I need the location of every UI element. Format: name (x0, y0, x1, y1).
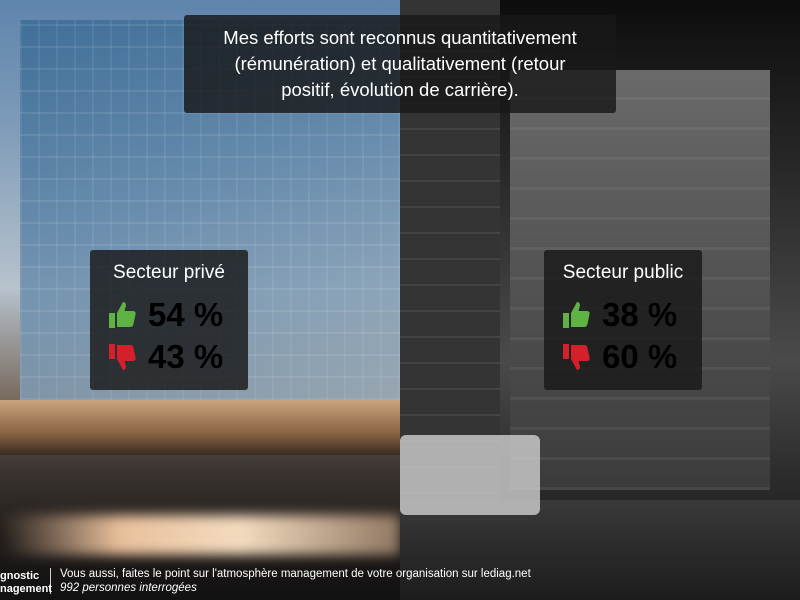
thumbs-up-icon (109, 302, 136, 328)
question-line-3: positif, évolution de carrière). (281, 79, 519, 100)
public-positive-value: 38 % (602, 296, 678, 333)
public-sector-title: Secteur public (562, 262, 684, 283)
footer-text: Vous aussi, faites le point sur l'atmosp… (60, 568, 531, 580)
private-positive-stat: 54 % (106, 296, 223, 334)
private-negative-value: 43 % (148, 338, 224, 375)
public-sector-panel: Secteur public (544, 250, 702, 390)
thumbs-up-icon (563, 302, 590, 328)
thumbs-down-icon (563, 344, 590, 370)
brand-logo: gnostic nagement (0, 570, 52, 596)
light-trails (0, 515, 400, 555)
bus-image (400, 435, 540, 515)
public-positive-stat: 38 % (560, 296, 677, 334)
footer: gnostic nagement Vous aussi, faites le p… (0, 560, 800, 600)
question-line-1: Mes efforts sont reconnus quantitativeme… (223, 27, 577, 48)
brand-line-2: nagement (0, 583, 52, 595)
question-box: Mes efforts sont reconnus quantitativeme… (184, 15, 616, 113)
public-negative-stat: 60 % (560, 338, 677, 376)
thumbs-down-icon (109, 344, 136, 370)
question-title: Mes efforts sont reconnus quantitativeme… (184, 25, 616, 103)
respondent-count: 992 personnes interrogées (60, 582, 197, 594)
private-sector-title: Secteur privé (113, 262, 225, 283)
private-sector-panel: Secteur privé (90, 250, 248, 390)
private-positive-value: 54 % (148, 296, 224, 333)
question-line-2: (rémunération) et qualitativement (retou… (234, 53, 566, 74)
brand-line-1: gnostic (0, 570, 40, 582)
street-image (400, 500, 800, 600)
building-canopy (0, 400, 400, 455)
footer-divider (50, 568, 51, 594)
private-negative-stat: 43 % (106, 338, 223, 376)
public-negative-value: 60 % (602, 338, 678, 375)
